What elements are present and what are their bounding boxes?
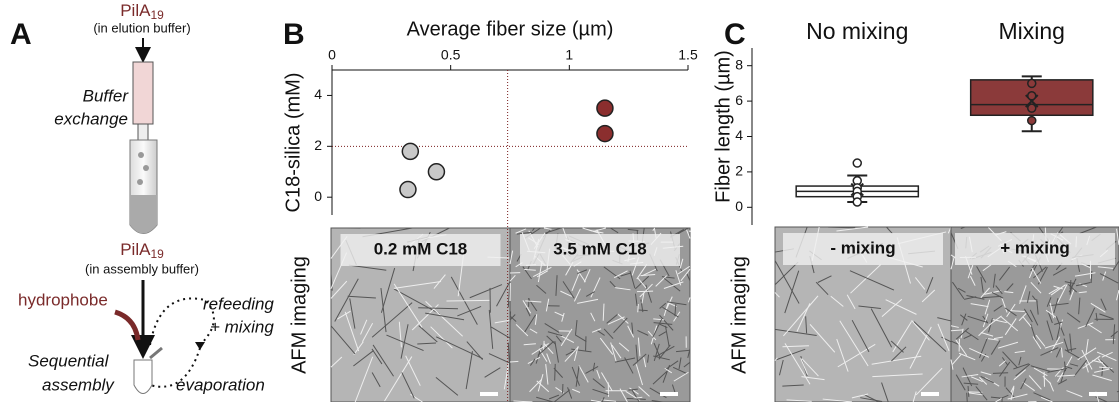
y-tick-label: 0: [314, 188, 322, 204]
step-label: Sequential: [28, 351, 110, 370]
point: [1028, 92, 1036, 100]
point: [597, 126, 613, 142]
y-tick-label: 0: [735, 198, 743, 214]
panel-label: C: [724, 18, 746, 51]
point: [853, 198, 861, 206]
image-label: 3.5 mM C18: [553, 239, 647, 258]
fiber: [638, 304, 639, 312]
point: [597, 100, 613, 116]
point: [1028, 79, 1036, 87]
panel-label: B: [283, 18, 305, 51]
category-label: No mixing: [806, 18, 908, 44]
axis-label: AFM imaging: [288, 256, 310, 374]
step-label: exchange: [54, 109, 128, 128]
y-axis-label: Fiber length (µm): [712, 50, 734, 203]
step-label: evaporation: [176, 375, 265, 394]
fiber: [639, 310, 648, 311]
cartridge-tip: [138, 124, 148, 140]
step-label: refeeding: [203, 294, 274, 313]
x-tick-label: 1.5: [678, 47, 698, 63]
bead: [138, 152, 144, 158]
protein-name: PilA: [120, 1, 151, 20]
buffer-label: (in assembly buffer): [85, 261, 199, 276]
y-tick-label: 6: [735, 92, 743, 108]
fiber: [446, 300, 489, 301]
fiber: [544, 341, 545, 351]
y-tick-label: 4: [735, 127, 743, 143]
point: [853, 159, 861, 167]
protein-subscript: 19: [150, 247, 164, 261]
protein-label: PilA19: [120, 1, 164, 22]
tube-cap: [150, 348, 162, 358]
y-tick-label: 2: [735, 163, 743, 179]
tube-small: [134, 360, 152, 394]
scale-bar: [660, 392, 678, 396]
x-tick-label: 0.5: [441, 47, 461, 63]
x-tick-label: 0: [328, 47, 336, 63]
step-label: assembly: [42, 375, 115, 394]
fiber: [993, 373, 1008, 374]
point: [428, 164, 444, 180]
x-axis-label: Average fiber size (µm): [407, 18, 614, 40]
image-label: 0.2 mM C18: [374, 239, 468, 258]
x-tick-label: 1: [565, 47, 573, 63]
arrow-head: [195, 342, 205, 350]
bead: [137, 179, 143, 185]
step-label: Buffer: [83, 86, 130, 105]
fiber: [555, 364, 556, 381]
tube-liquid: [130, 195, 157, 234]
image-label: + mixing: [1000, 238, 1069, 257]
bead: [143, 165, 149, 171]
y-tick-label: 4: [314, 86, 322, 102]
fiber: [967, 393, 968, 402]
panel-label: A: [10, 18, 32, 51]
y-tick-label: 8: [735, 56, 743, 72]
scale-bar: [921, 392, 939, 396]
point: [1028, 117, 1036, 125]
fiber: [510, 311, 511, 323]
cartridge: [133, 62, 153, 124]
fiber: [637, 291, 653, 292]
category-label: Mixing: [999, 18, 1065, 44]
fiber: [510, 361, 518, 362]
protein-name: PilA: [120, 240, 151, 259]
buffer-label: (in elution buffer): [93, 20, 190, 35]
axis-label: AFM imaging: [728, 256, 750, 374]
point: [1028, 104, 1036, 112]
scale-bar: [1089, 392, 1107, 396]
point: [402, 143, 418, 159]
point: [400, 182, 416, 198]
hydrophobe-label: hydrophobe: [18, 290, 108, 309]
y-tick-label: 2: [314, 137, 322, 153]
step-label: + mixing: [210, 317, 274, 336]
hydrophobe-arrow: [115, 312, 138, 340]
fiber: [828, 227, 855, 228]
image-label: - mixing: [830, 238, 895, 257]
y-axis-label: C18-silica (mM): [282, 73, 304, 213]
protein-label: PilA19: [120, 240, 164, 261]
scale-bar: [480, 392, 498, 396]
